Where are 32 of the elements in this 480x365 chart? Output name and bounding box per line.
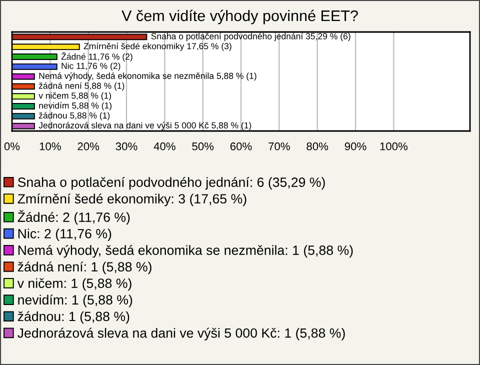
x-tick-label: 90% [344,142,366,150]
data-label: žádná není 5,88 % (1) [38,82,124,91]
data-label: Jednorázová sleva na dani ve výši 5 000 Kč 5,88 % (1) [38,122,252,130]
data-label: Žádné 11,76 % (2) [61,52,132,62]
data-label: Zmírnění šedé ekonomiky 17,65 % (3) [84,42,232,51]
x-tick-label: 20% [78,142,100,150]
data-label: Nemá výhody, šedá ekonomika se nezměnila 5,88 % (1) [39,72,256,81]
data-label: nevidím 5,88 % (1) [39,102,112,110]
x-tick-label: 80% [306,142,328,150]
data-label: žádnou 5,88 % (1) [38,112,110,120]
legend-label: Snaha o potlačení podvodného jednání: 6 (35,29 %) [18,177,325,190]
legend-label: žádná není: 1 (5,88 %) [18,262,152,274]
x-tick-label: 50% [192,142,214,150]
data-label: Nic 11,76 % (2) [62,62,120,71]
x-tick-label: 10% [40,142,61,150]
legend-label: nevidím: 1 (5,88 %) [18,294,132,308]
x-tick-label: 60% [230,142,252,150]
x-tick-label: 40% [154,142,176,150]
x-tick-label: 0% [4,142,20,150]
legend-label: Jednorázová sleva na dani ve výši 5 000 Kč: 1 (5,88 %) [18,328,345,340]
legend-label: žádnou: 1 (5,88 %) [18,311,130,324]
legend-label: Zmírnění šedé ekonomiky: 3 (17,65 %) [18,194,246,206]
x-tick-label: 30% [116,142,138,150]
x-tick-label: 100% [380,142,408,150]
data-label: v ničem 5,88 % (1) [38,92,112,100]
x-tick-label: 70% [268,142,290,150]
data-label: Snaha o potlačení podvodného jednání 35,29 % (6) [151,32,350,42]
legend-label: Nemá výhody, šedá ekonomika se nezměnila: 1 (5,88 %) [18,245,353,258]
legend-label: Žádné: 2 (11,76 %) [18,210,130,225]
legend-label: Nic: 2 (11,76 %) [18,228,112,242]
chart-title: V čem vidíte výhody povinné EET? [122,10,358,24]
legend-label: v ničem: 1 (5,88 %) [17,278,132,291]
